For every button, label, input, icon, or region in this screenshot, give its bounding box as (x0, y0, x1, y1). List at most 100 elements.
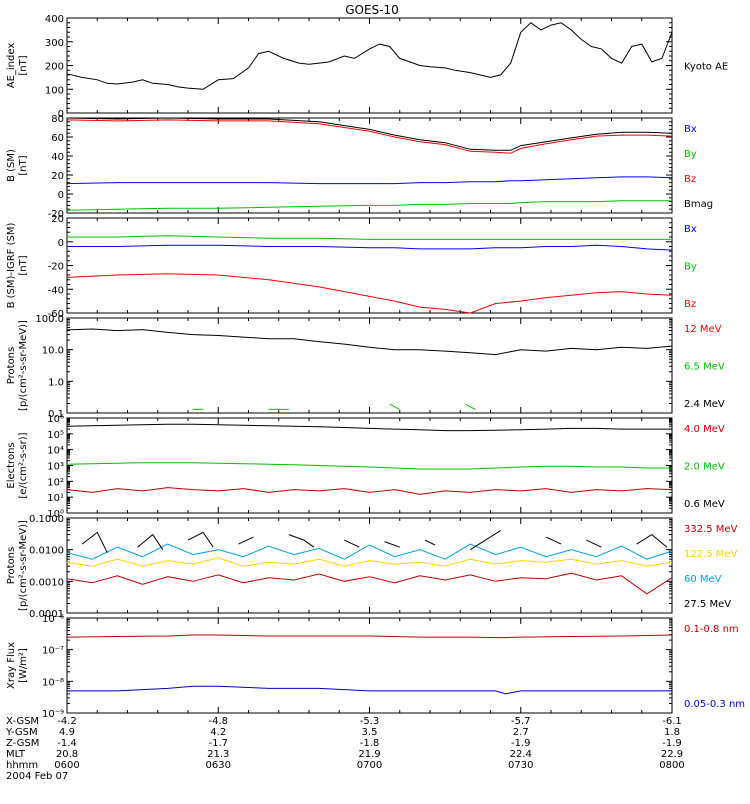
series-segment (465, 403, 476, 410)
panel-frame (66, 117, 673, 214)
y-tick-label: 0 (58, 238, 64, 249)
footer-value: -1.7 (208, 738, 228, 749)
y-tick-label: 10⁻⁹ (42, 709, 64, 720)
panel-frame (66, 517, 673, 614)
y-tick-label: 200 (45, 62, 64, 73)
footer-value: 1.8 (664, 727, 680, 738)
y-tick-label: -40 (48, 285, 64, 296)
series-segment (137, 533, 164, 550)
series-line (66, 572, 673, 595)
panel-2: -20 0 20 40 60 80 B (SM) [nT] Bx By Bz Bmag (6, 114, 713, 220)
y-tick-label: 40 (51, 152, 64, 163)
y-tick-label: 80 (51, 114, 64, 125)
series-line (66, 462, 672, 470)
series-line (66, 423, 672, 432)
series-line (66, 543, 673, 560)
y-axis-label: Xray Flux (6, 642, 17, 689)
y-tick-label: 10⁻⁶ (42, 614, 64, 625)
series-segment (545, 536, 562, 545)
series-line (66, 117, 673, 151)
y-tick-label: 1.0 (48, 377, 64, 388)
y-tick-label: 10⁶ (47, 414, 64, 425)
series-segment (288, 534, 315, 548)
legend-entry: 0.6 MeV (684, 499, 725, 510)
panel-6: 0.0001 0.0010 0.0100 0.1000 Protons [p/(cm²-s… (6, 514, 738, 620)
series-line (66, 557, 673, 567)
legend-entry: 60 MeV (684, 574, 722, 585)
series-line (67, 685, 672, 695)
footer-value: -4.2 (57, 716, 77, 727)
legend-entry: 4.0 MeV (684, 424, 725, 435)
footer-value: 21.3 (207, 749, 229, 760)
y-tick-label: 10³ (47, 462, 64, 473)
y-tick-label: 10.0 (42, 346, 64, 357)
series-line (66, 273, 673, 314)
footer-value: 0700 (357, 760, 382, 771)
panel-frame (66, 417, 673, 514)
panel-3: -60 -40 -20 0 20 B (SM)-IGRF (SM) [nT] Bx By Bz (6, 214, 697, 320)
series-line (67, 235, 672, 240)
y-axis-label: AE_index (6, 43, 17, 89)
legend-entry: Kyoto AE (684, 62, 728, 73)
footer-value: 22.9 (661, 749, 683, 760)
y-tick-label: -20 (48, 262, 64, 273)
series-segment (424, 539, 436, 546)
series-segment (384, 541, 400, 548)
y-tick-label: 0.1 (48, 409, 64, 420)
legend-entry: 0.05-0.3 nm (684, 699, 745, 710)
footer-value: 4.2 (210, 727, 226, 738)
y-tick-label: 20 (51, 214, 64, 225)
footer-row-label: X-GSM (6, 716, 39, 727)
y-tick-label: 10¹ (47, 493, 64, 504)
series-line (66, 328, 673, 356)
y-tick-label: 10⁻⁷ (42, 646, 64, 657)
y-tick-label: 0 (58, 109, 64, 120)
footer-value: 3.5 (362, 727, 378, 738)
y-tick-label: 300 (45, 38, 64, 49)
panel-frame (66, 317, 673, 414)
series-line (66, 22, 673, 90)
y-tick-label: 100.0 (35, 314, 64, 325)
series-segment (81, 531, 108, 553)
y-tick-label: 100 (45, 85, 64, 96)
y-tick-label: 60 (51, 133, 64, 144)
footer-value: -1.9 (511, 738, 531, 749)
footer-value: -1.4 (57, 738, 77, 749)
panel-frame (66, 217, 673, 314)
footer-row-label: Y-GSM (5, 727, 38, 738)
footer-row-label: MLT (6, 749, 26, 760)
legend-entry: By (684, 262, 697, 273)
legend-entry: 2.4 MeV (684, 399, 725, 410)
panel-5: 10⁰ 10¹ 10² 10³ 10⁴ 10⁵ 10⁶ Electrons [e/(cm²-s-… (6, 414, 725, 520)
series-segment (187, 531, 214, 548)
footer-value: -5.3 (360, 716, 380, 727)
footer-value: 0800 (659, 760, 684, 771)
legend-entry: Bmag (684, 199, 713, 210)
footer-date: 2004 Feb 07 (6, 771, 68, 782)
y-axis-label: [nT] (18, 55, 29, 75)
panel-7: 10⁻⁹ 10⁻⁸ 10⁻⁷ 10⁻⁶ Xray Flux [W/m²] 0.1-0.8 n… (6, 614, 745, 720)
legend-entry: Bz (684, 174, 696, 185)
legend-entry: 122.5 MeV (684, 549, 738, 560)
series-line (67, 244, 673, 251)
y-tick-label: 10⁰ (47, 509, 64, 520)
y-tick-label: 400 (45, 14, 64, 25)
series-line (66, 119, 673, 154)
footer-value: 20.8 (56, 749, 78, 760)
legend-entry: 332.5 MeV (684, 524, 738, 535)
legend-entry: 6.5 MeV (684, 362, 725, 373)
y-axis-label: [p/(cm²-s-sr-MeV)] (18, 520, 29, 611)
series-segment (389, 403, 401, 410)
footer-value: 2.7 (513, 727, 529, 738)
y-tick-label: 10⁵ (47, 430, 64, 441)
footer-row-label: Z-GSM (6, 738, 39, 749)
y-axis-label: Electrons (6, 442, 17, 488)
y-tick-label: -60 (48, 309, 64, 320)
footer-value: 0600 (54, 760, 79, 771)
y-axis-label: [W/m²] (18, 648, 29, 683)
footer-row-label: hhmm (6, 760, 38, 771)
legend-entry: Bx (684, 224, 697, 235)
series-segment (238, 536, 254, 545)
y-tick-label: 10⁴ (47, 446, 64, 457)
